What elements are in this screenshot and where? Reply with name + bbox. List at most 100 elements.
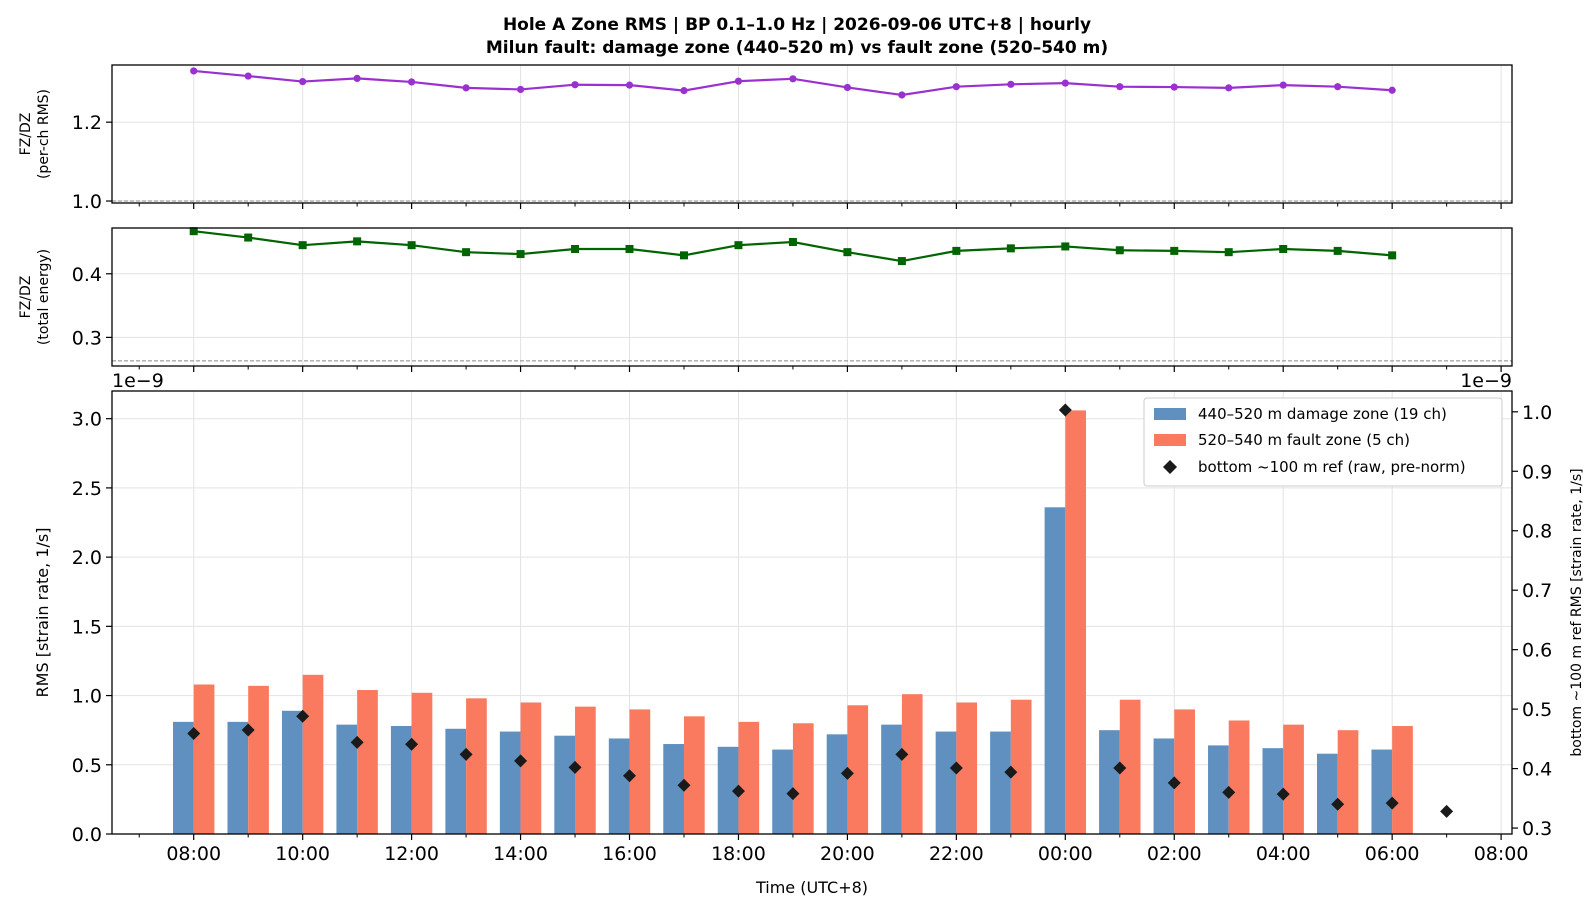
zone-rms-xtick-label: 12:00 [384,843,439,865]
fault-zone-bar [1065,410,1087,834]
ratio-energy-point [1279,244,1288,253]
ratio-energy-point [298,241,307,250]
legend-swatch-fault-zone [1154,434,1186,446]
ratio-rms-point [952,83,960,91]
bottom-ref-point [895,747,909,761]
zone-rms-xtick-label: 10:00 [275,843,330,865]
damage-zone-bar [772,749,793,834]
bottom-ref-point [296,709,310,723]
ratio-rms-series-line [193,69,1393,97]
ratio-energy-point [1006,244,1015,253]
damage-zone-bar [1044,507,1066,834]
ratio-rms-point [1388,86,1396,94]
zone-rms-y2tick-label: 1.0 [1522,402,1552,424]
damage-zone-bar [227,721,249,834]
ratio-energy-point [897,257,906,266]
bottom-ref-point [1167,776,1181,790]
ratio-rms-frame [111,64,1513,204]
fault-zone-bar [1337,730,1359,834]
ratio-energy-ytick-label: 0.3 [72,327,102,349]
damage-zone-bar [935,731,957,834]
ratio-rms-point [571,81,579,89]
damage-zone-bar [499,731,521,834]
bottom-ref-point [677,778,691,792]
bottom-ref-point [1385,796,1399,810]
bottom-ref-point [1440,804,1454,818]
bottom-ref-point [1222,785,1236,799]
zone-rms-xtick-label: 18:00 [711,843,766,865]
fault-zone-bar [847,705,869,834]
ratio-rms-point [1279,81,1287,89]
damage-zone-bar [554,735,576,834]
zone-rms-ytick-label: 0.0 [72,824,102,846]
legend-label-bottom-ref: bottom ~100 m ref (raw, pre-norm) [1198,458,1466,476]
bottom-ref-point [1276,787,1290,801]
bottom-ref-point [731,784,745,798]
damage-zone-bar [336,724,358,834]
zone-rms-xtick-label: 22:00 [929,843,984,865]
fault-zone-bar [302,674,324,834]
bottom-ref-point [840,766,854,780]
bottom-ref-point [623,769,637,783]
damage-zone-bar [281,710,303,834]
bottom-ref-point [568,760,582,774]
ratio-rms-point [898,91,906,99]
ratio-rms-point [353,74,361,83]
zone-rms-ytick-label: 2.5 [72,478,102,500]
damage-zone-bar [608,738,630,834]
ratio-rms-point [789,75,797,83]
bottom-ref-point [350,735,364,749]
ratio-rms-ylabel-line1: FZ/DZ [18,113,34,156]
ratio-energy-point [625,244,634,253]
ratio-energy-point [1061,242,1070,251]
ratio-energy-point [788,237,797,246]
ratio-energy-point [1333,246,1342,255]
figure-title-line2: Milun fault: damage zone (440–520 m) vs … [486,38,1108,58]
zone-rms-ytick-label: 1.5 [72,616,102,638]
ratio-rms-point [1334,83,1342,91]
bottom-ref-point [405,737,419,751]
ratio-energy-point [244,233,253,242]
ratio-energy-point [189,227,198,236]
ratio-rms-point [190,67,198,75]
zone-rms-xtick-label: 02:00 [1147,843,1202,865]
ratio-rms-point [1170,83,1178,91]
ratio-rms-point [244,72,252,80]
bottom-ref-point [1331,797,1345,811]
ratio-energy-ylabel-line2: (total energy) [36,249,52,345]
damage-zone-bar [717,746,739,834]
fault-zone-bar [683,716,705,834]
bottom-ref-point [514,754,528,768]
zone-rms-y2tick-label: 0.6 [1522,640,1552,662]
ratio-rms-point [516,85,525,94]
bottom-ref-point [1113,761,1127,775]
ratio-energy-point [1170,246,1179,255]
fault-zone-bar [1228,720,1250,834]
zone-rms-xtick-label: 04:00 [1256,843,1311,865]
damage-zone-bar [390,726,412,834]
ratio-energy-point [516,250,525,259]
damage-zone-bar [445,728,467,834]
zone-rms-xtick-label: 08:00 [166,843,221,865]
zone-rms-y2tick-label: 0.7 [1522,580,1552,602]
damage-zone-bar [1099,730,1120,834]
ratio-rms-point [299,77,307,86]
fault-zone-bar [1010,699,1032,834]
zone-rms-xtick-label: 14:00 [493,843,548,865]
ratio-rms-point [734,77,743,85]
panel-zone-rms: 0.0 0.5 1.0 1.5 2.0 2.5 3.0 0.3 0.4 0.5 0.6 0.7 0.8 0… [33,370,1585,897]
legend-label-damage-zone: 440–520 m damage zone (19 ch) [1198,405,1447,423]
ratio-rms-point [1116,83,1124,91]
fault-zone-bar [956,702,978,834]
ratio-energy-series-line [193,230,1393,263]
zone-rms-y2tick-label: 0.9 [1522,461,1552,483]
bottom-ref-point [1058,403,1072,417]
fault-zone-bar [357,690,378,834]
damage-zone-bar [826,734,848,834]
ratio-rms-ytick-label: 1.2 [72,112,102,134]
damage-zone-bar [1208,745,1229,834]
zone-rms-ytick-label: 1.0 [72,686,102,708]
legend: 440–520 m damage zone (19 ch) 520–540 m … [1143,397,1503,487]
zone-rms-scale-note-left: 1e−9 [112,370,164,392]
